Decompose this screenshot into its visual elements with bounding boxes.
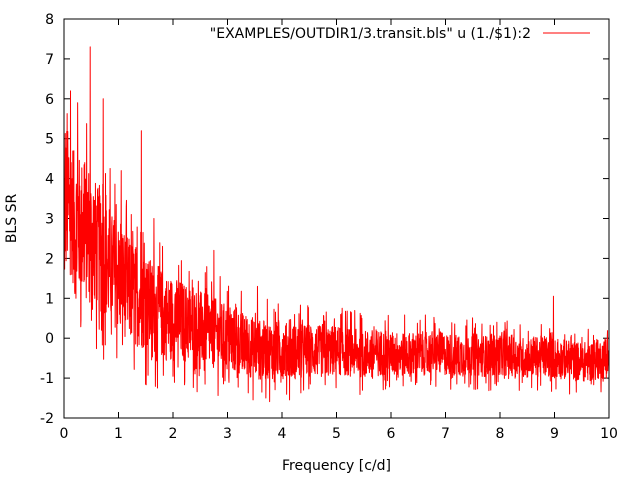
plot-frame (63, 18, 610, 419)
y-tick-label: 6 (45, 92, 54, 108)
x-tick-label: 3 (223, 426, 232, 442)
y-tick-label: 8 (45, 12, 54, 28)
y-tick-label: 2 (45, 251, 54, 267)
x-tick-label: 4 (278, 426, 287, 442)
x-tick-label: 6 (387, 426, 396, 442)
y-tick-label: 4 (45, 172, 54, 188)
x-tick-label: 7 (441, 426, 450, 442)
y-tick-label: 3 (45, 212, 54, 228)
y-tick-label: -1 (40, 371, 54, 387)
x-tick-label: 10 (600, 426, 618, 442)
y-tick-label: 5 (45, 132, 54, 148)
legend-label: "EXAMPLES/OUTDIR1/3.transit.bls" u (1./$… (210, 26, 531, 42)
legend: "EXAMPLES/OUTDIR1/3.transit.bls" u (1./$… (210, 26, 590, 42)
series-line (63, 46, 610, 403)
y-tick-label: 7 (45, 52, 54, 68)
y-axis-title: BLS SR (4, 194, 20, 244)
x-tick-label: 2 (169, 426, 178, 442)
x-tick-label: 0 (60, 426, 69, 442)
y-tick-label: -2 (40, 411, 54, 427)
y-tick-label: 0 (45, 331, 54, 347)
x-tick-label: 9 (550, 426, 559, 442)
y-tick-label: 1 (45, 291, 54, 307)
axes-group: 0 1 2 3 4 5 6 7 8 9 10 -2 -1 0 1 2 3 4 5 6 7 8 (40, 12, 618, 442)
x-axis-title: Frequency [c/d] (282, 458, 391, 474)
x-tick-label: 5 (332, 426, 341, 442)
x-tick-label: 1 (114, 426, 123, 442)
x-tick-label: 8 (496, 426, 505, 442)
